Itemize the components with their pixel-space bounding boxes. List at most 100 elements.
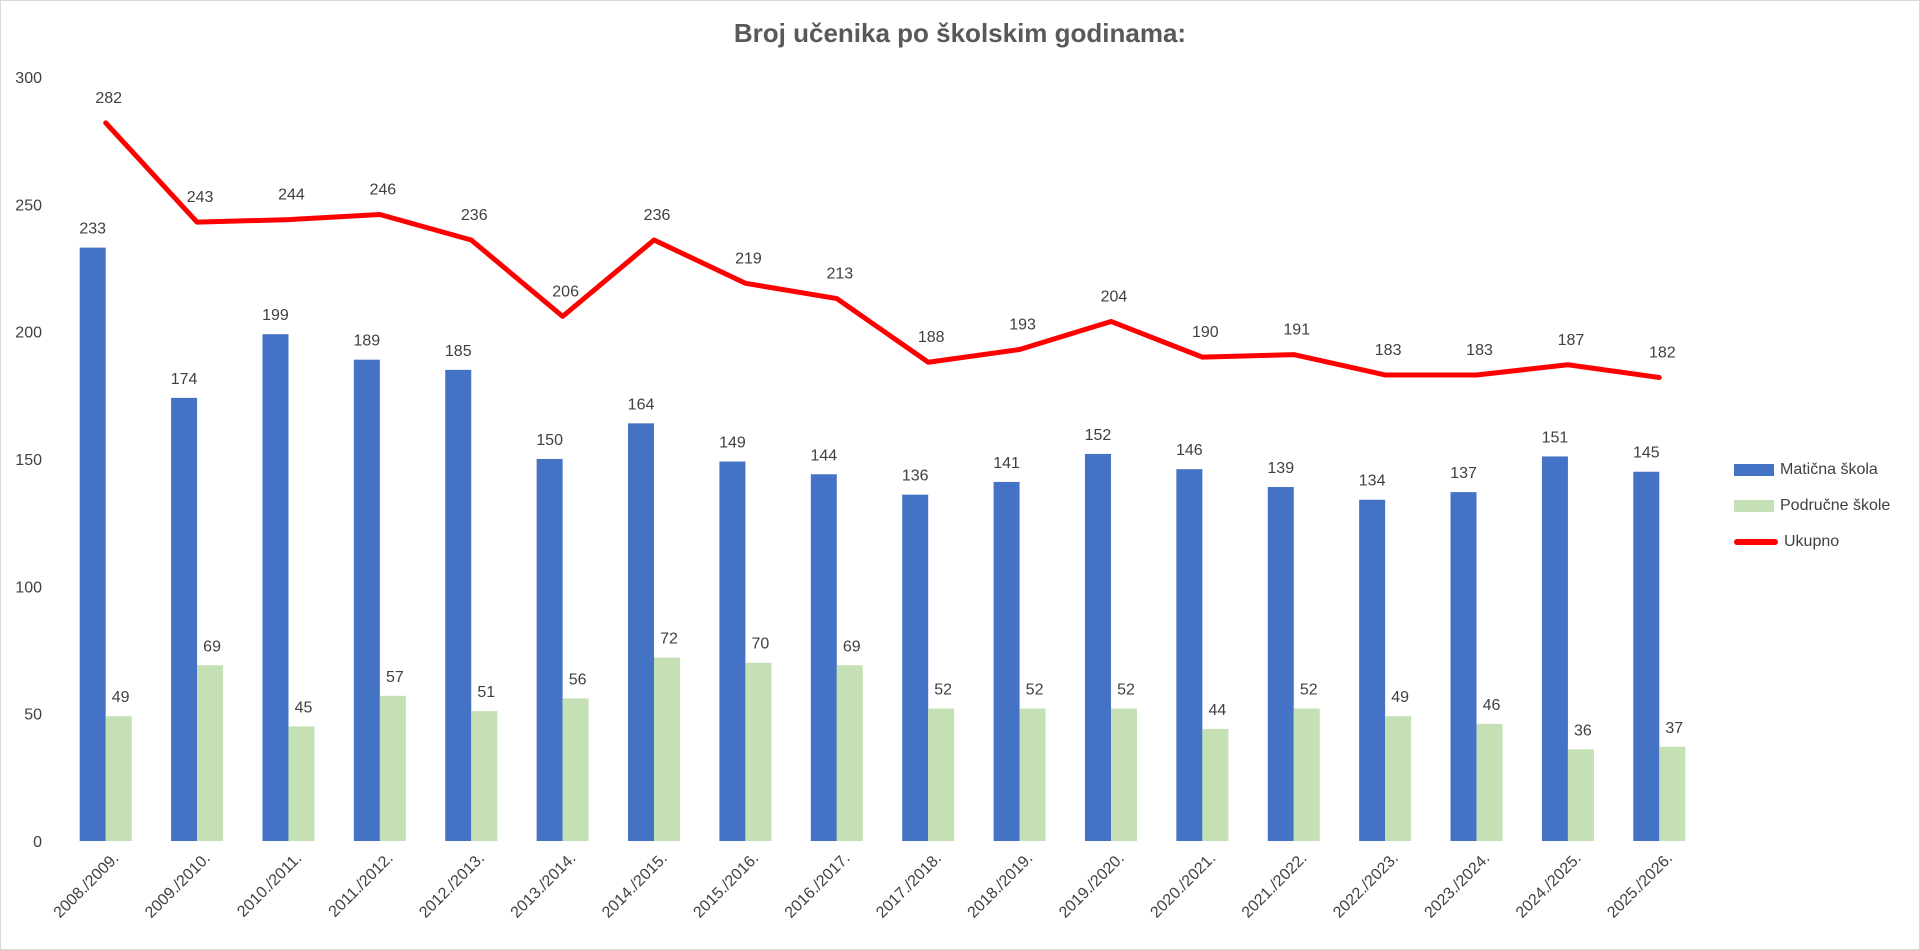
y-tick-label: 0 — [33, 834, 42, 851]
bar-podrucne — [379, 695, 406, 841]
chart-title: Broj učenika po školskim godinama: — [733, 18, 1187, 48]
bar-maticna — [1267, 487, 1294, 841]
data-label-maticna: 150 — [536, 432, 563, 449]
y-tick-label: 50 — [24, 707, 42, 724]
data-label-ukupno: 187 — [1558, 332, 1585, 349]
data-label-ukupno: 188 — [918, 329, 945, 346]
data-label-ukupno: 236 — [644, 207, 671, 224]
bar-podrucne — [1385, 716, 1412, 841]
data-label-ukupno: 190 — [1192, 324, 1219, 341]
data-label-ukupno: 204 — [1101, 288, 1128, 305]
legend-swatch-ukupno — [1734, 539, 1778, 545]
data-label-podrucne: 44 — [1208, 702, 1226, 719]
data-label-maticna: 145 — [1633, 445, 1660, 462]
data-label-ukupno: 206 — [552, 283, 579, 300]
bar-maticna — [1633, 471, 1660, 841]
data-label-podrucne: 37 — [1665, 720, 1683, 737]
data-label-maticna: 134 — [1359, 473, 1386, 490]
data-label-podrucne: 52 — [1117, 682, 1135, 699]
y-tick-label: 150 — [15, 452, 42, 469]
x-tick-label: 2010./2011. — [234, 850, 305, 921]
data-label-podrucne: 56 — [569, 671, 587, 688]
x-tick-label: 2015./2016. — [690, 850, 762, 922]
data-label-maticna: 139 — [1267, 460, 1294, 477]
bar-maticna — [1176, 469, 1203, 841]
data-label-ukupno: 243 — [187, 189, 214, 206]
bar-podrucne — [288, 726, 315, 841]
bar-podrucne — [928, 708, 955, 841]
bar-maticna — [445, 369, 472, 841]
data-label-ukupno: 183 — [1375, 342, 1402, 359]
bar-podrucne — [471, 711, 498, 841]
data-label-podrucne: 49 — [1391, 689, 1409, 706]
data-label-maticna: 185 — [445, 343, 472, 360]
data-label-ukupno: 193 — [1009, 316, 1036, 333]
data-label-podrucne: 46 — [1483, 697, 1501, 714]
x-tick-label: 2014./2015. — [599, 850, 671, 922]
data-label-ukupno: 244 — [278, 187, 305, 204]
legend-label-podrucne: Područne škole — [1780, 497, 1891, 514]
data-label-maticna: 144 — [810, 447, 837, 464]
x-tick-label: 2022./2023. — [1330, 850, 1402, 922]
data-label-podrucne: 72 — [660, 631, 678, 648]
bar-podrucne — [562, 698, 589, 841]
data-label-podrucne: 69 — [843, 638, 861, 655]
data-label-podrucne: 51 — [477, 684, 495, 701]
legend-item-maticna: Matična škola — [1734, 452, 1890, 488]
x-tick-label: 2018./2019. — [965, 850, 1037, 922]
bar-podrucne — [745, 662, 772, 841]
legend-item-ukupno: Ukupno — [1734, 524, 1890, 560]
data-label-maticna: 174 — [171, 371, 198, 388]
y-tick-label: 300 — [15, 70, 42, 87]
x-tick-label: 2020./2021. — [1147, 850, 1219, 922]
bar-podrucne — [1567, 749, 1594, 841]
bar-podrucne — [1293, 708, 1320, 841]
bar-maticna — [262, 334, 289, 841]
data-label-ukupno: 183 — [1466, 342, 1493, 359]
bar-maticna — [902, 494, 929, 841]
bar-maticna — [719, 461, 746, 841]
bar-podrucne — [1110, 708, 1137, 841]
data-label-ukupno: 246 — [370, 182, 397, 199]
bar-maticna — [353, 359, 380, 841]
data-label-podrucne: 69 — [203, 638, 221, 655]
bar-podrucne — [105, 716, 132, 841]
data-label-maticna: 149 — [719, 435, 746, 452]
data-label-ukupno: 182 — [1649, 345, 1676, 362]
legend-item-podrucne: Područne škole — [1734, 488, 1890, 524]
legend-swatch-maticna — [1734, 464, 1774, 476]
data-label-podrucne: 52 — [934, 682, 952, 699]
data-label-maticna: 136 — [902, 468, 929, 485]
bar-maticna — [536, 459, 563, 841]
data-label-maticna: 151 — [1542, 429, 1569, 446]
y-tick-label: 250 — [15, 197, 42, 214]
data-label-podrucne: 49 — [112, 689, 130, 706]
legend-swatch-podrucne — [1734, 500, 1774, 512]
y-tick-label: 100 — [15, 579, 42, 596]
bar-maticna — [171, 397, 198, 841]
data-label-maticna: 146 — [1176, 442, 1203, 459]
data-label-ukupno: 219 — [735, 250, 762, 267]
bar-maticna — [1450, 492, 1477, 841]
bar-maticna — [79, 247, 106, 842]
x-tick-label: 2013./2014. — [508, 850, 580, 922]
data-label-maticna: 164 — [628, 396, 655, 413]
x-tick-label: 2024./2025. — [1513, 850, 1585, 922]
data-label-podrucne: 57 — [386, 669, 404, 686]
line-ukupno — [103, 120, 1662, 381]
bar-maticna — [1541, 456, 1568, 841]
bar-podrucne — [836, 665, 863, 841]
data-label-ukupno: 191 — [1283, 322, 1310, 339]
data-label-podrucne: 52 — [1026, 682, 1044, 699]
x-tick-label: 2008./2009. — [51, 850, 123, 922]
legend-label-ukupno: Ukupno — [1784, 533, 1840, 550]
bar-podrucne — [654, 657, 681, 841]
x-tick-label: 2009./2010. — [142, 850, 214, 922]
x-tick-label: 2025./2026. — [1604, 850, 1676, 922]
x-tick-label: 2019./2020. — [1056, 850, 1128, 922]
x-tick-label: 2021./2022. — [1239, 850, 1311, 922]
data-label-ukupno: 236 — [461, 207, 488, 224]
data-label-ukupno: 213 — [826, 266, 853, 283]
